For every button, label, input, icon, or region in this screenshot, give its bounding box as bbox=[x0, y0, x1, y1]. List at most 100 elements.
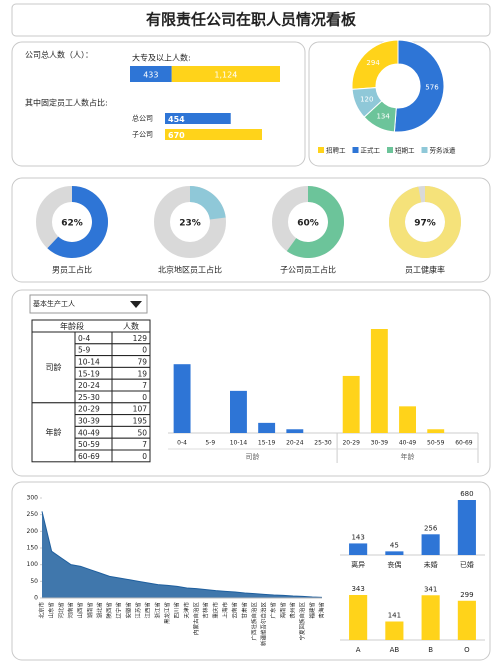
gauge-value: 97% bbox=[414, 219, 436, 229]
x-tick-label: 山西省 bbox=[76, 602, 84, 619]
legend-swatch bbox=[387, 147, 393, 153]
x-tick-label: 甘肃省 bbox=[240, 602, 248, 619]
slice-label: 294 bbox=[366, 59, 380, 67]
bar-value: 343 bbox=[351, 585, 364, 593]
table-group-cell bbox=[31, 402, 76, 463]
x-tick-label: 新疆维吾尔自治区 bbox=[260, 602, 268, 647]
x-tick-label: 湖南省 bbox=[86, 602, 94, 619]
table-count: 7 bbox=[142, 381, 147, 390]
gauge-arc bbox=[47, 186, 108, 258]
x-tick-label: 15-19 bbox=[258, 440, 276, 447]
pie-slice bbox=[393, 39, 445, 133]
x-tick-label: 内蒙古自治区 bbox=[192, 602, 200, 636]
x-tick-label: 天津市 bbox=[182, 602, 190, 619]
page-title: 有限责任公司在职人员情况看板 bbox=[146, 11, 357, 29]
slice-label: 120 bbox=[360, 95, 373, 103]
bar bbox=[173, 364, 191, 433]
x-tick-label: 25-30 bbox=[314, 440, 332, 447]
x-tick-label: 北京市 bbox=[38, 602, 46, 619]
x-tick-label: AB bbox=[390, 646, 400, 654]
x-tick-label: 20-29 bbox=[342, 440, 360, 447]
bar-value: 1,124 bbox=[214, 71, 237, 80]
bar-value: 670 bbox=[168, 131, 185, 140]
table-header-cell: 人数 bbox=[123, 321, 139, 331]
table-count: 0 bbox=[142, 393, 147, 402]
table-range: 5-9 bbox=[78, 346, 90, 355]
bar bbox=[399, 406, 416, 433]
table-count: 50 bbox=[137, 428, 147, 437]
y-tick-label: 150 bbox=[27, 545, 39, 552]
x-tick-label: 陕西省 bbox=[105, 602, 113, 619]
bar-category: 子公司 bbox=[132, 131, 153, 139]
gauge-title: 子公司员工占比 bbox=[280, 265, 336, 275]
table-range: 10-14 bbox=[78, 358, 100, 367]
x-tick-label: B bbox=[428, 646, 433, 654]
bar bbox=[421, 534, 440, 555]
bar-label: 大专及以上人数: bbox=[132, 53, 191, 63]
bar bbox=[165, 113, 231, 124]
x-tick-label: 浙江省 bbox=[153, 602, 161, 619]
x-tick-label: 四川省 bbox=[173, 602, 181, 619]
gauge-value: 62% bbox=[61, 219, 83, 229]
x-tick-label: 福建省 bbox=[308, 602, 316, 619]
x-tick-label: 丧偶 bbox=[387, 560, 401, 569]
x-tick-label: 贵州省 bbox=[289, 602, 297, 619]
gauge-arc bbox=[389, 186, 462, 259]
dropdown-arrow bbox=[130, 301, 142, 308]
x-tick-label: 重庆市 bbox=[211, 602, 219, 619]
table-range: 30-39 bbox=[78, 417, 100, 426]
table-range: 40-49 bbox=[78, 428, 100, 437]
group-label: 年龄 bbox=[401, 452, 415, 461]
x-tick-label: 离异 bbox=[351, 560, 365, 569]
bar-value: 143 bbox=[351, 533, 364, 541]
panel bbox=[11, 481, 491, 661]
table-count: 107 bbox=[133, 405, 148, 414]
bar-category: 总公司 bbox=[132, 114, 153, 123]
x-tick-label: 10-14 bbox=[230, 440, 248, 447]
table-cell bbox=[111, 449, 151, 463]
gauge-arc bbox=[286, 186, 344, 258]
dropdown[interactable] bbox=[29, 294, 148, 314]
x-tick-label: 40-49 bbox=[399, 440, 417, 447]
gauge-value: 60% bbox=[297, 219, 319, 229]
bar-value: 341 bbox=[424, 585, 437, 593]
pie-slice bbox=[351, 87, 383, 118]
group-label: 司龄 bbox=[246, 452, 260, 461]
bar bbox=[421, 595, 440, 640]
y-tick-label: 100 bbox=[27, 561, 39, 568]
table-range: 20-24 bbox=[78, 381, 100, 390]
x-tick-label: 5-9 bbox=[205, 440, 215, 447]
bar-value: 454 bbox=[168, 115, 185, 124]
x-tick-label: 已婚 bbox=[460, 560, 474, 569]
slice-label: 134 bbox=[376, 113, 390, 121]
bar bbox=[427, 429, 445, 433]
y-tick-label: 300 bbox=[27, 495, 39, 502]
bar-value: 433 bbox=[143, 71, 158, 80]
x-tick-label: 山东省 bbox=[47, 602, 55, 619]
bar-value: 680 bbox=[460, 490, 473, 498]
x-tick-label: 黑龙江省 bbox=[163, 602, 171, 625]
table-group-label: 司龄 bbox=[46, 362, 62, 372]
bar bbox=[349, 595, 368, 640]
table-count: 7 bbox=[142, 440, 147, 449]
table-count: 195 bbox=[133, 417, 148, 426]
title-box bbox=[11, 3, 491, 37]
table-range: 60-69 bbox=[78, 452, 100, 461]
legend-swatch bbox=[352, 147, 359, 153]
bar bbox=[457, 500, 476, 555]
x-tick-label: 江苏省 bbox=[134, 602, 142, 619]
gauge-value: 23% bbox=[179, 219, 201, 229]
y-tick-label: 0 bbox=[34, 595, 38, 602]
legend-label: 劳务派遣 bbox=[430, 146, 457, 155]
area-line bbox=[41, 511, 323, 598]
bar-value: 141 bbox=[388, 612, 401, 620]
bar bbox=[230, 390, 247, 433]
legend-swatch bbox=[421, 147, 428, 153]
x-tick-label: 吉林省 bbox=[202, 602, 210, 619]
table-count: 129 bbox=[133, 334, 148, 343]
x-tick-label: 未婚 bbox=[424, 560, 438, 569]
y-tick-label: 200 bbox=[27, 528, 39, 535]
bar-segment bbox=[171, 66, 280, 82]
panel-label: 公司总人数（人）： bbox=[25, 50, 93, 60]
